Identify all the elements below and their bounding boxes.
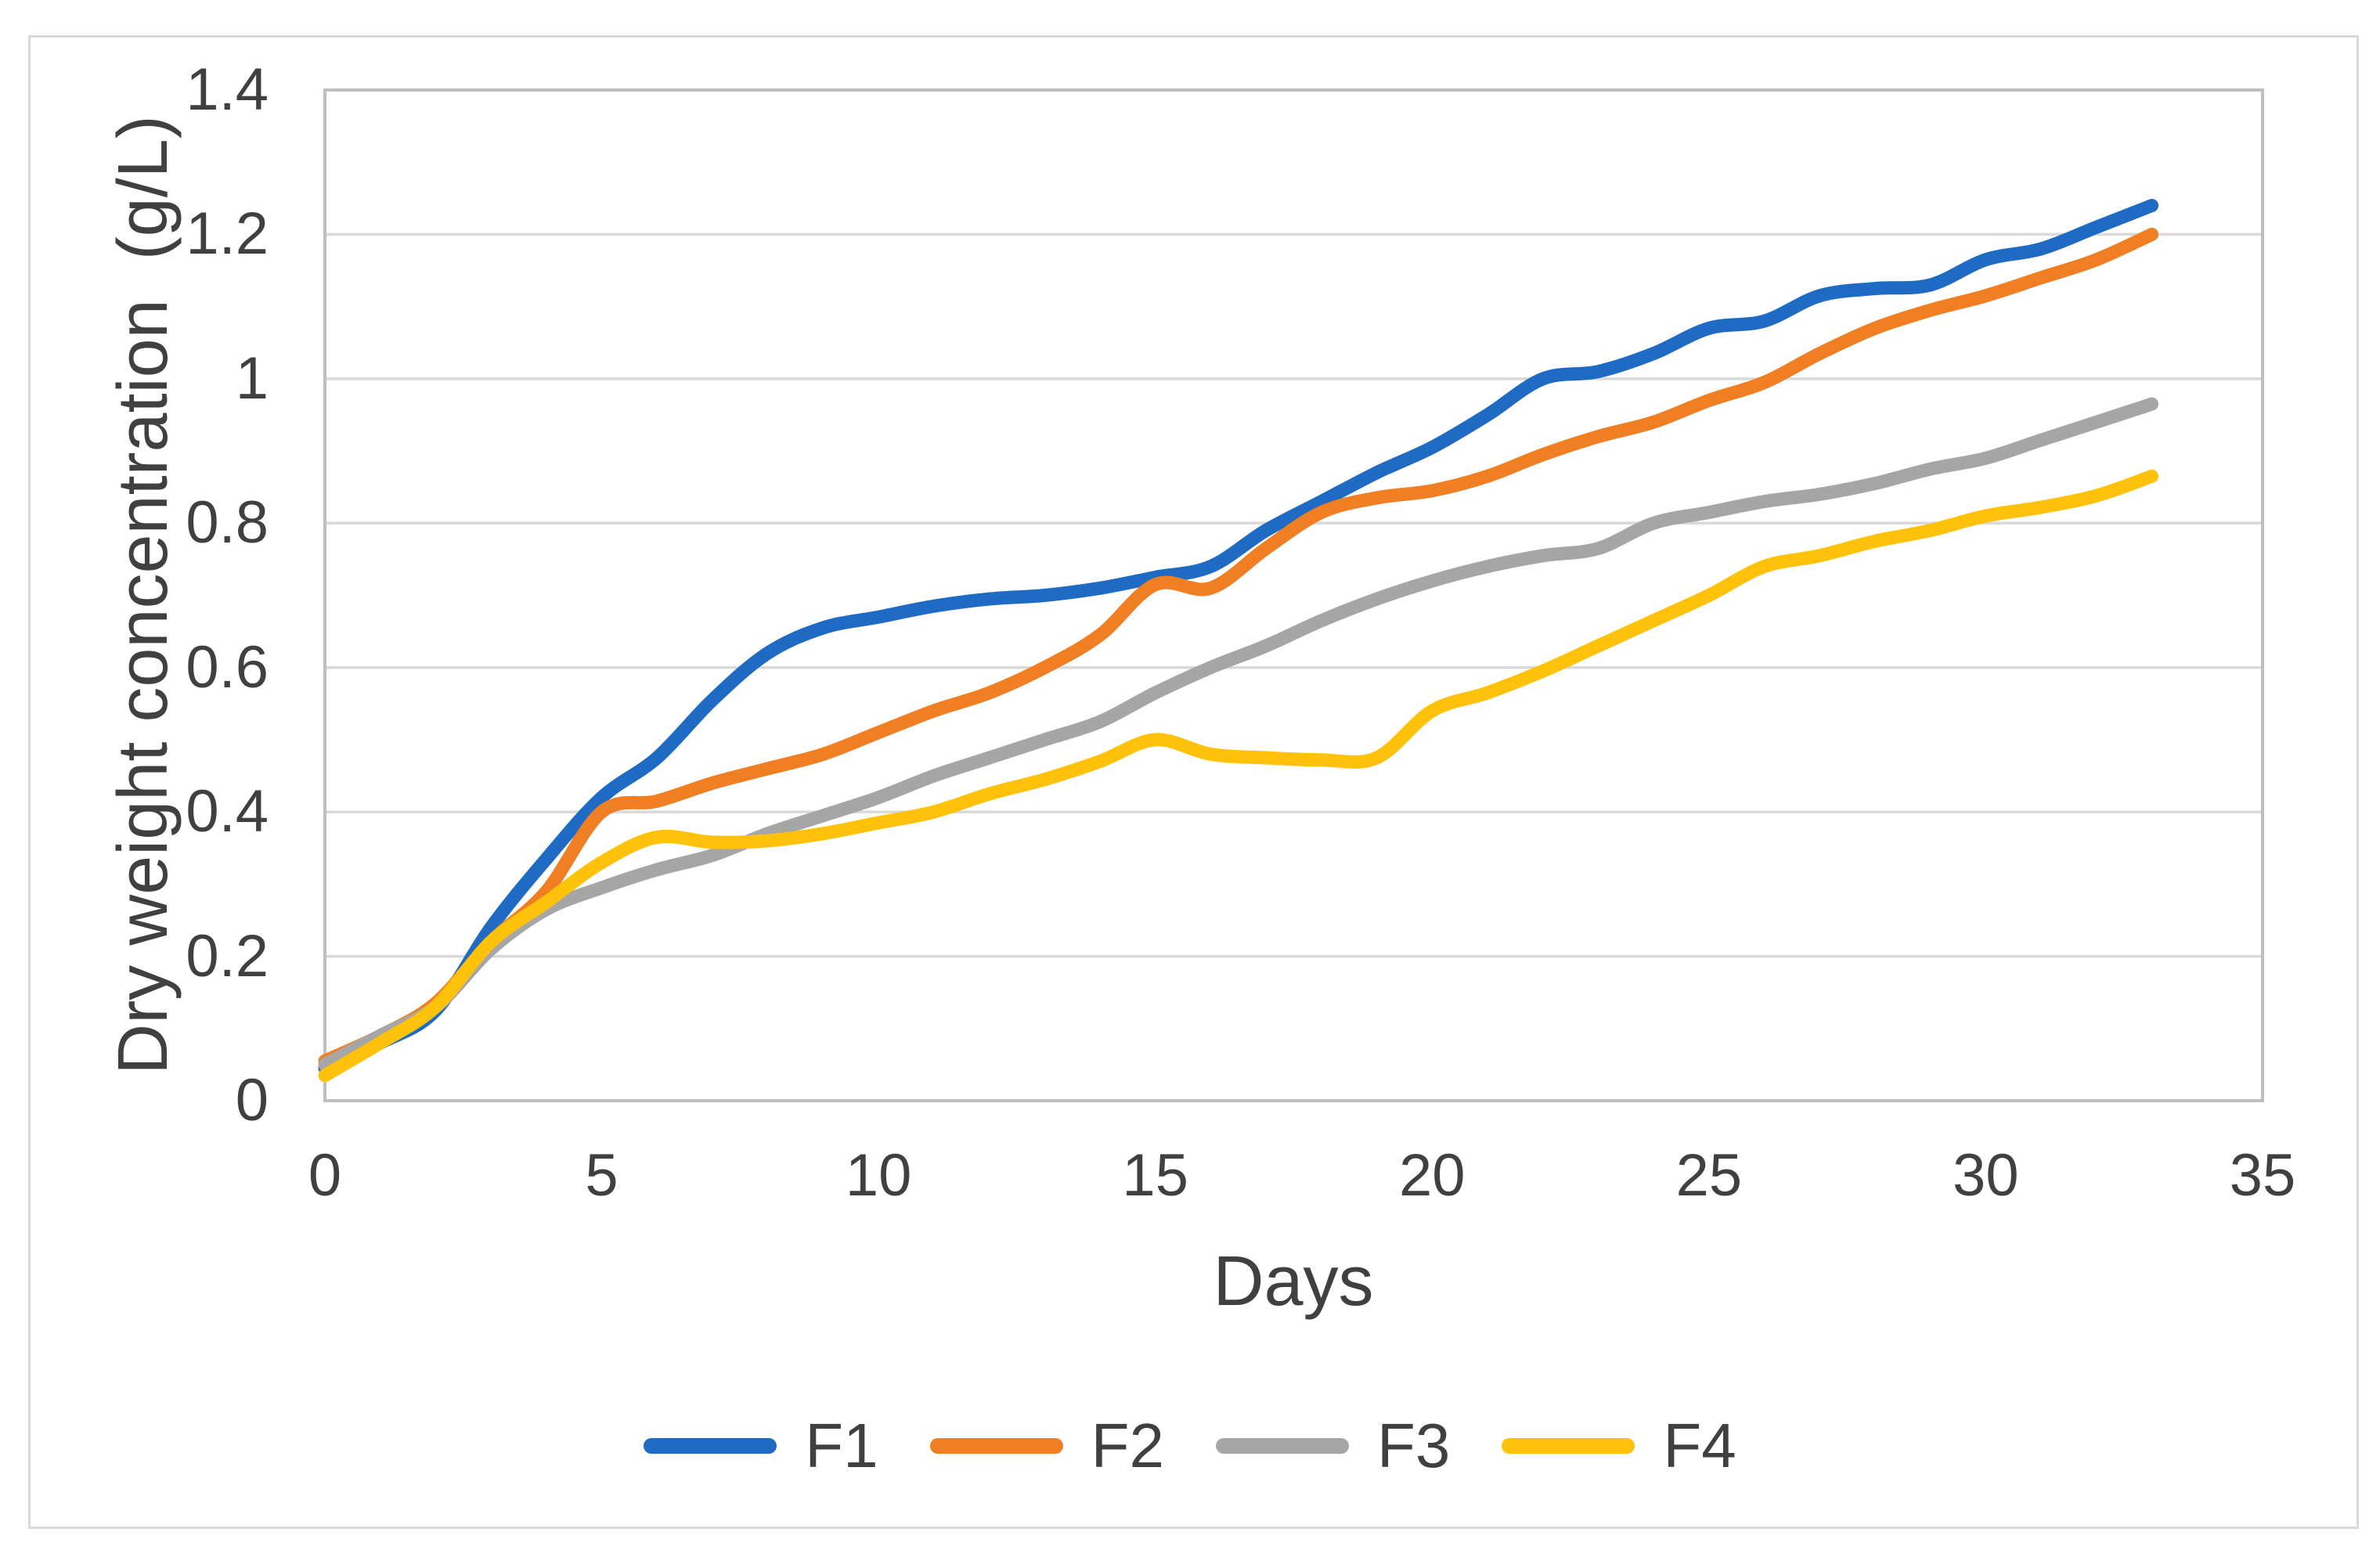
legend-item-f2: F2 xyxy=(929,1407,1164,1485)
legend-label-f1: F1 xyxy=(805,1411,878,1480)
x-axis-title: Days xyxy=(1213,1242,1374,1321)
legend-item-f3: F3 xyxy=(1216,1407,1450,1485)
y-tick-label: 0 xyxy=(235,1067,269,1134)
x-tick-label: 20 xyxy=(1399,1142,1466,1209)
figure-border xyxy=(28,35,2359,1529)
series-line-f1 xyxy=(318,199,2159,1075)
x-tick-label: 35 xyxy=(2229,1142,2296,1209)
y-tick-label: 1.2 xyxy=(186,200,269,268)
legend-swatch-f1 xyxy=(644,1438,777,1454)
legend-label-f4: F4 xyxy=(1663,1411,1736,1480)
legend-label-f2: F2 xyxy=(1091,1411,1164,1480)
legend-item-f4: F4 xyxy=(1502,1407,1736,1485)
x-tick-label: 5 xyxy=(585,1142,618,1209)
legend-swatch-f2 xyxy=(929,1438,1063,1454)
legend-item-f1: F1 xyxy=(644,1407,878,1485)
series-line-f2 xyxy=(318,227,2159,1068)
x-tick-label: 0 xyxy=(308,1142,342,1209)
legend-swatch-f3 xyxy=(1216,1438,1349,1454)
legend-label-f3: F3 xyxy=(1377,1411,1451,1480)
y-axis-title: Dry weight concentration (g/L) xyxy=(104,115,182,1075)
x-tick-label: 30 xyxy=(1953,1142,2019,1209)
plot-border xyxy=(323,88,2264,1102)
legend-swatch-f4 xyxy=(1502,1438,1635,1454)
y-tick-label: 0.4 xyxy=(186,778,269,845)
series-line-f4 xyxy=(318,469,2159,1083)
y-tick-label: 0.2 xyxy=(186,922,269,990)
y-tick-label: 1 xyxy=(235,344,269,412)
y-tick-label: 0.8 xyxy=(186,489,269,557)
y-tick-label: 0.6 xyxy=(186,633,269,701)
x-tick-label: 10 xyxy=(845,1142,912,1209)
x-tick-label: 25 xyxy=(1675,1142,1743,1209)
legend: F1 F2 F3 F4 xyxy=(0,1403,2380,1489)
y-tick-label: 1.4 xyxy=(186,56,269,123)
series-line-f3 xyxy=(318,397,2159,1072)
x-tick-label: 15 xyxy=(1122,1142,1188,1209)
